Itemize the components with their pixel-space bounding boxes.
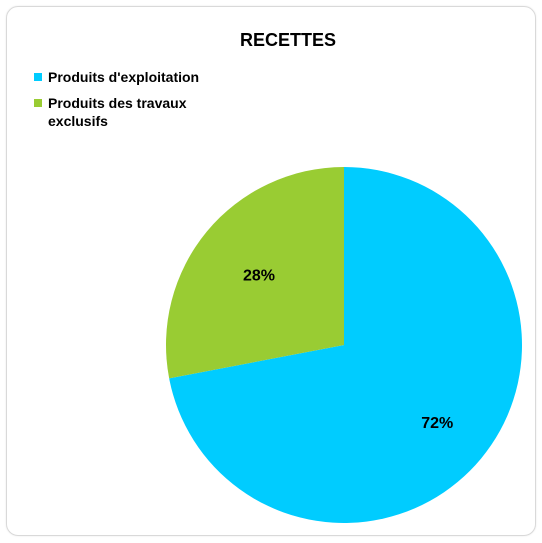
legend-item-exploitation: Produits d'exploitation — [34, 68, 224, 86]
legend-label-exploitation: Produits d'exploitation — [48, 69, 200, 85]
pie-slice-travaux-exclusifs — [165, 167, 344, 379]
pie-labels: 72% 28% — [243, 268, 453, 432]
chart-title: RECETTES — [240, 30, 337, 50]
legend-item-travaux-exclusifs: Produits des travaux exclusifs — [34, 94, 224, 130]
legend-swatch-exploitation — [34, 73, 42, 81]
slice-label-exploitation: 72% — [421, 415, 453, 432]
pie-slices — [165, 167, 522, 523]
slice-label-travaux-exclusifs: 28% — [243, 268, 275, 285]
legend-label-travaux-exclusifs: Produits des travaux exclusifs — [48, 95, 187, 129]
pie-slice-exploitation — [169, 167, 522, 523]
legend-swatch-travaux-exclusifs — [34, 99, 42, 107]
legend: Produits d'exploitation Produits des tra… — [34, 68, 224, 138]
